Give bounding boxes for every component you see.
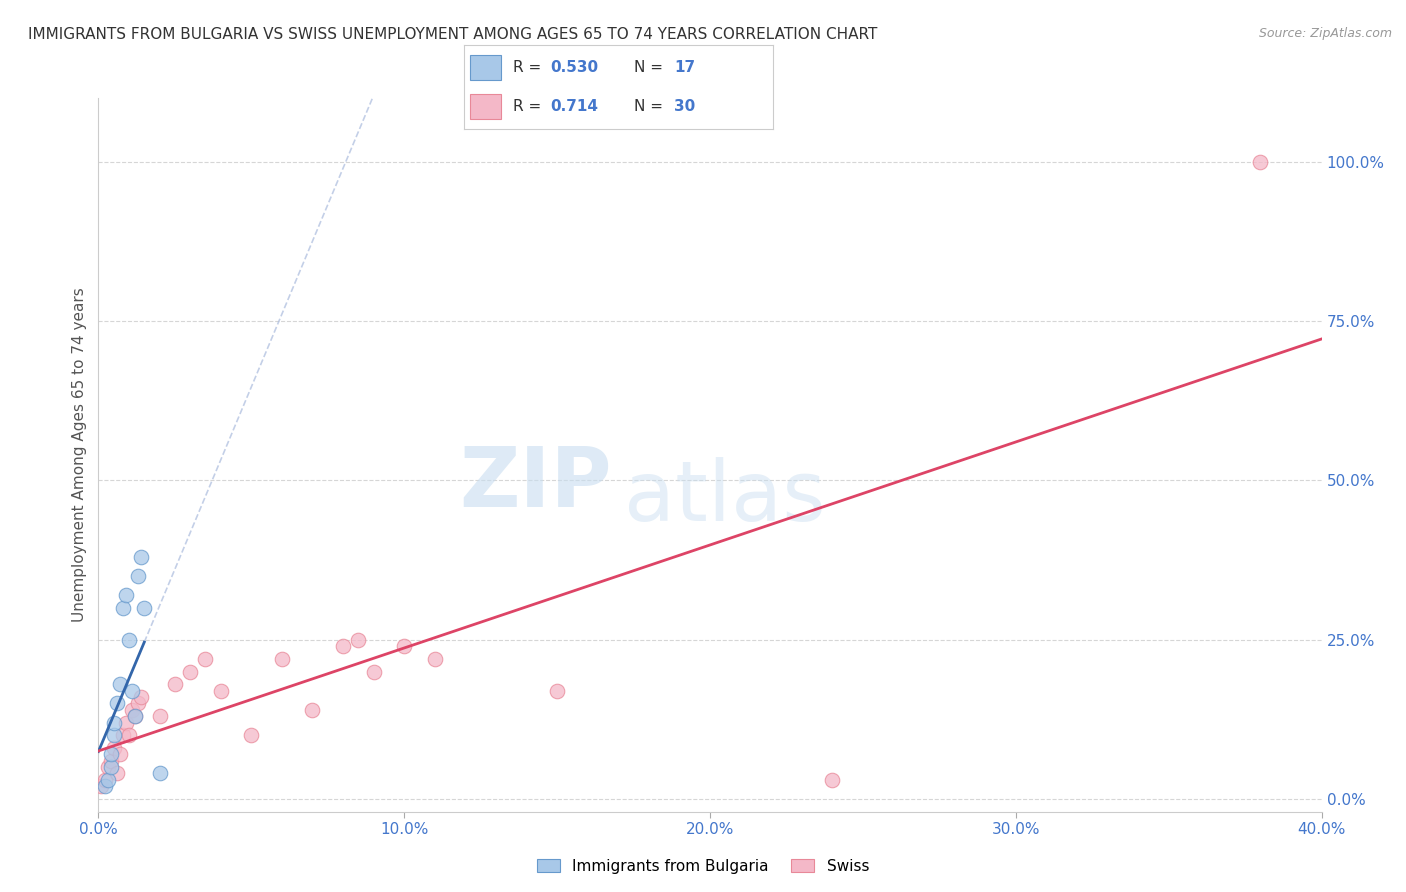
Text: R =: R = <box>513 99 547 114</box>
Point <box>103 741 125 756</box>
Point <box>194 652 217 666</box>
Y-axis label: Unemployment Among Ages 65 to 74 years: Unemployment Among Ages 65 to 74 years <box>72 287 87 623</box>
Point <box>93 779 115 793</box>
Point <box>111 600 134 615</box>
Point <box>423 652 446 666</box>
Text: 0.530: 0.530 <box>551 60 599 75</box>
Point <box>108 677 131 691</box>
Point <box>134 600 156 615</box>
Point <box>108 747 131 762</box>
Point <box>363 665 385 679</box>
Point <box>124 709 146 723</box>
Point <box>93 772 115 787</box>
Point <box>105 697 128 711</box>
Point <box>546 683 568 698</box>
Point <box>121 683 143 698</box>
Text: atlas: atlas <box>624 458 827 538</box>
Point <box>127 569 149 583</box>
Point <box>90 779 112 793</box>
Point <box>105 766 128 780</box>
Point <box>163 677 186 691</box>
Point <box>332 639 354 653</box>
Text: N =: N = <box>634 60 668 75</box>
Point <box>821 772 844 787</box>
Legend: Immigrants from Bulgaria, Swiss: Immigrants from Bulgaria, Swiss <box>531 853 875 880</box>
Point <box>209 683 232 698</box>
Text: ZIP: ZIP <box>460 443 612 524</box>
FancyBboxPatch shape <box>470 94 501 120</box>
Point <box>301 703 323 717</box>
Point <box>97 772 120 787</box>
Point <box>129 549 152 564</box>
FancyBboxPatch shape <box>470 54 501 80</box>
Point <box>149 766 172 780</box>
Text: 0.714: 0.714 <box>551 99 599 114</box>
Point <box>100 747 122 762</box>
Point <box>240 728 263 742</box>
Text: N =: N = <box>634 99 668 114</box>
Text: Source: ZipAtlas.com: Source: ZipAtlas.com <box>1258 27 1392 40</box>
Point <box>129 690 152 704</box>
Point <box>1249 154 1271 169</box>
Point <box>100 754 122 768</box>
Point <box>392 639 416 653</box>
Point <box>103 715 125 730</box>
Point <box>127 697 149 711</box>
Point <box>118 728 141 742</box>
Point <box>124 709 146 723</box>
Text: R =: R = <box>513 60 547 75</box>
Point <box>103 728 125 742</box>
Text: IMMIGRANTS FROM BULGARIA VS SWISS UNEMPLOYMENT AMONG AGES 65 TO 74 YEARS CORRELA: IMMIGRANTS FROM BULGARIA VS SWISS UNEMPL… <box>28 27 877 42</box>
Point <box>115 588 138 602</box>
Point <box>115 715 138 730</box>
Point <box>118 632 141 647</box>
Point <box>347 632 370 647</box>
Point <box>149 709 172 723</box>
Point <box>121 703 143 717</box>
Point <box>111 728 134 742</box>
Point <box>270 652 292 666</box>
Point <box>179 665 201 679</box>
Point <box>97 760 120 774</box>
Text: 17: 17 <box>675 60 696 75</box>
Point <box>100 760 122 774</box>
Text: 30: 30 <box>675 99 696 114</box>
